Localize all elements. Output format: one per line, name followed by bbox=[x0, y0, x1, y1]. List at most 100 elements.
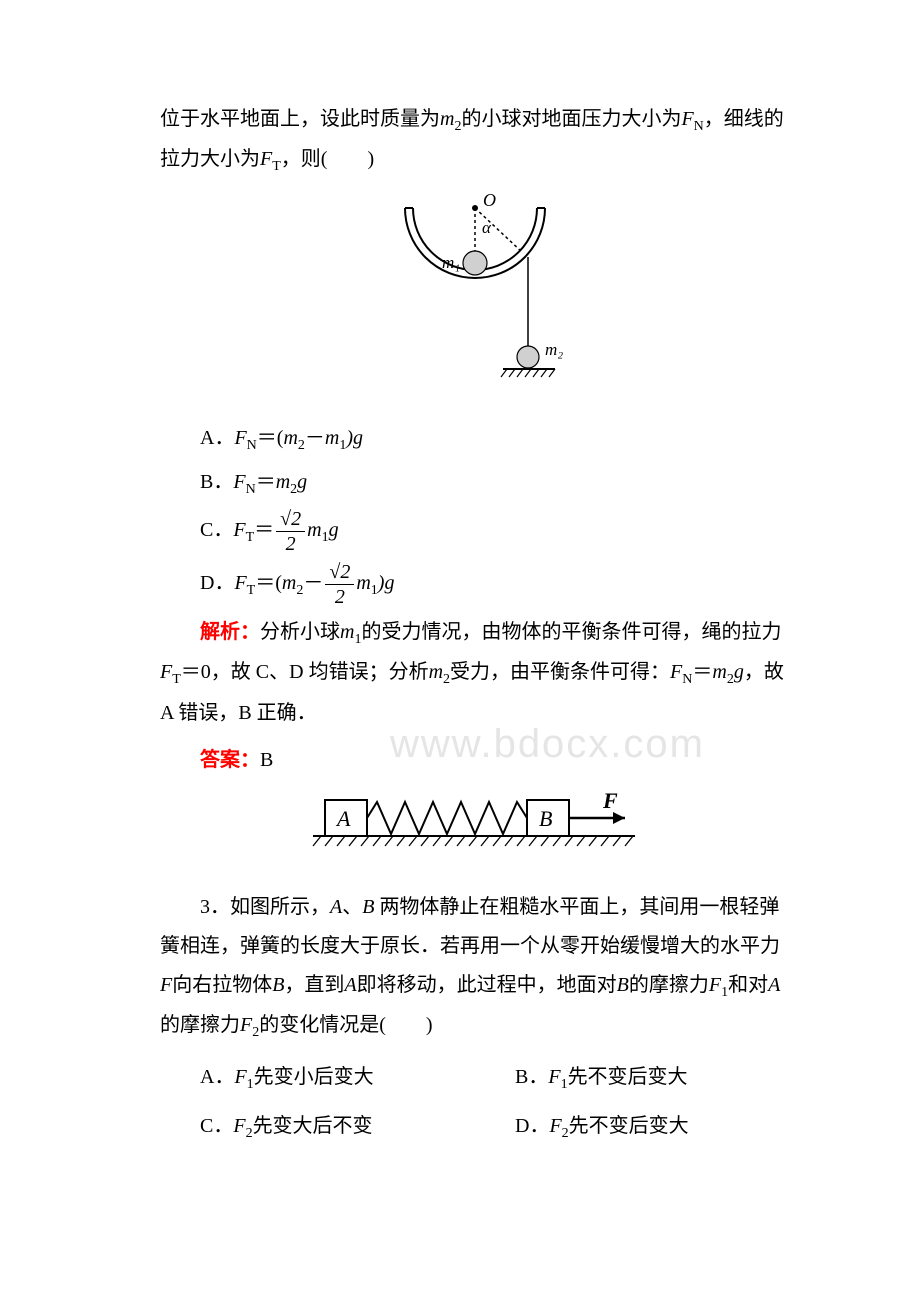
analysis-m2: m bbox=[429, 661, 443, 683]
q3-t8: 的摩擦力 bbox=[160, 1014, 240, 1036]
q3-t7: 和对 bbox=[728, 974, 768, 996]
opt-a-eq: ＝( bbox=[257, 427, 284, 449]
intro-text: 位于水平地面上，设此时质量为 bbox=[160, 108, 440, 130]
opt-d-den: 2 bbox=[325, 585, 354, 609]
q3-option-c: C．F2先变大后不变 bbox=[160, 1107, 475, 1147]
q3-opta-sub: 1 bbox=[247, 1077, 254, 1092]
analysis-t4: 受力，由平衡条件可得： bbox=[450, 661, 670, 683]
q3-a3: A bbox=[768, 974, 780, 996]
opt-a-end: )g bbox=[346, 427, 363, 449]
q3-t6: 的摩擦力 bbox=[629, 974, 709, 996]
intro-text4: ，则( ) bbox=[281, 148, 374, 170]
analysis-m2b: m bbox=[712, 661, 726, 683]
q3-option-b: B．F1先不变后变大 bbox=[475, 1058, 790, 1098]
opt-a-minus: － bbox=[305, 427, 325, 449]
analysis-m2bsub: 2 bbox=[727, 672, 734, 687]
label-m2: m₂ bbox=[545, 340, 563, 359]
force-fn-sub: N bbox=[694, 119, 704, 134]
q3-optd-f: F bbox=[549, 1115, 561, 1137]
q3-f1: F bbox=[709, 974, 721, 996]
opt-d-fraction: √22 bbox=[325, 560, 354, 609]
analysis-ftsub: T bbox=[172, 672, 181, 687]
opt-c-m: m bbox=[307, 519, 321, 541]
q3-t3: 向右拉物体 bbox=[172, 974, 272, 996]
opt-d-m1: m bbox=[356, 572, 370, 594]
opt-c-eq: ＝ bbox=[254, 519, 274, 541]
analysis-paragraph: 解析：分析小球m1的受力情况，由物体的平衡条件可得，绳的拉力FT＝0，故 C、D… bbox=[160, 613, 790, 733]
q3-opta-f: F bbox=[234, 1066, 246, 1088]
force-fn: F bbox=[681, 108, 693, 130]
opt-d-prefix: D． bbox=[200, 572, 234, 594]
opt-a-m2sub: 2 bbox=[298, 438, 305, 453]
analysis-t5: ＝ bbox=[692, 661, 712, 683]
opt-b-sub: N bbox=[246, 482, 256, 497]
intro-text2: 的小球对地面压力大小为 bbox=[461, 108, 681, 130]
analysis-t1: 分析小球 bbox=[260, 621, 340, 643]
analysis-m1: m bbox=[340, 621, 354, 643]
figure-2-container: A B F bbox=[160, 792, 790, 876]
q3-optb-text: 先不变后变大 bbox=[568, 1066, 688, 1088]
label-m1: m₁ bbox=[442, 253, 460, 272]
q3-optb-prefix: B． bbox=[515, 1066, 548, 1088]
q3-paragraph: 3．如图所示，A、B 两物体静止在粗糙水平面上，其间用一根轻弹簧相连，弹簧的长度… bbox=[160, 888, 790, 1047]
opt-b-g: g bbox=[297, 471, 307, 493]
q3-options-row2: C．F2先变大后不变 D．F2先不变后变大 bbox=[160, 1103, 790, 1151]
q3-optc-sub: 2 bbox=[246, 1126, 253, 1141]
opt-b-f: F bbox=[233, 471, 245, 493]
q3-b2: B bbox=[272, 974, 284, 996]
q3-optc-f: F bbox=[233, 1115, 245, 1137]
q3-optb-f: F bbox=[548, 1066, 560, 1088]
opt-a-f: F bbox=[234, 427, 246, 449]
analysis-t3: ＝0，故 C、D 均错误；分析 bbox=[181, 661, 429, 683]
q3-a2: A bbox=[344, 974, 356, 996]
analysis-m2sub: 2 bbox=[443, 672, 450, 687]
opt-c-sub: T bbox=[246, 530, 255, 545]
intro-paragraph: 位于水平地面上，设此时质量为m2的小球对地面压力大小为FN，细线的拉力大小为FT… bbox=[160, 100, 790, 181]
q3-opta-prefix: A． bbox=[200, 1066, 234, 1088]
opt-c-den: 2 bbox=[276, 532, 305, 556]
opt-d-sub: T bbox=[247, 583, 256, 598]
q3-prefix: 3．如图所示， bbox=[200, 896, 330, 918]
opt-a-m1: m bbox=[325, 427, 339, 449]
opt-c-prefix: C． bbox=[200, 519, 233, 541]
mass-symbol: m bbox=[440, 108, 454, 130]
q3-option-a: A．F1先变小后变大 bbox=[160, 1058, 475, 1098]
label-F: F bbox=[602, 792, 618, 813]
force-ft-sub: T bbox=[272, 159, 281, 174]
opt-a-prefix: A． bbox=[200, 427, 234, 449]
opt-c-f: F bbox=[233, 519, 245, 541]
figure-1-svg: O α m₁ m₂ bbox=[365, 193, 585, 393]
opt-d-m2: m bbox=[282, 572, 296, 594]
opt-a-m2: m bbox=[283, 427, 297, 449]
analysis-label: 解析： bbox=[200, 621, 260, 643]
q3-options-row1: A．F1先变小后变大 B．F1先不变后变大 bbox=[160, 1054, 790, 1102]
q3-optb-sub: 1 bbox=[561, 1077, 568, 1092]
opt-b-eq: ＝ bbox=[256, 471, 276, 493]
q3-f: F bbox=[160, 974, 172, 996]
force-ft: F bbox=[260, 148, 272, 170]
label-O: O bbox=[483, 193, 496, 210]
figure-1-container: O α m₁ m₂ bbox=[160, 193, 790, 407]
answer-label: 答案： bbox=[200, 749, 260, 771]
analysis-fn: F bbox=[670, 661, 682, 683]
q3-b: B bbox=[362, 896, 374, 918]
opt-d-m1sub: 1 bbox=[371, 583, 378, 598]
opt-a-sub: N bbox=[247, 438, 257, 453]
q3-t4: ，直到 bbox=[284, 974, 344, 996]
opt-c-num: √2 bbox=[276, 507, 305, 532]
opt-d-minus: － bbox=[303, 572, 323, 594]
option-c: C．FT＝√22m1g bbox=[160, 507, 790, 556]
analysis-ft: F bbox=[160, 661, 172, 683]
opt-d-eq: ＝( bbox=[255, 572, 282, 594]
q3-opta-text: 先变小后变大 bbox=[254, 1066, 374, 1088]
answer-value: B bbox=[260, 749, 273, 771]
opt-c-g: g bbox=[329, 519, 339, 541]
analysis-fnsub: N bbox=[682, 672, 692, 687]
opt-b-prefix: B． bbox=[200, 471, 233, 493]
option-d: D．FT＝(m2－√22m1)g bbox=[160, 560, 790, 609]
opt-c-msub: 1 bbox=[322, 530, 329, 545]
option-b: B．FN＝m2g bbox=[160, 463, 790, 503]
label-A: A bbox=[335, 806, 351, 831]
label-alpha: α bbox=[482, 218, 492, 237]
q3-optc-text: 先变大后不变 bbox=[253, 1115, 373, 1137]
